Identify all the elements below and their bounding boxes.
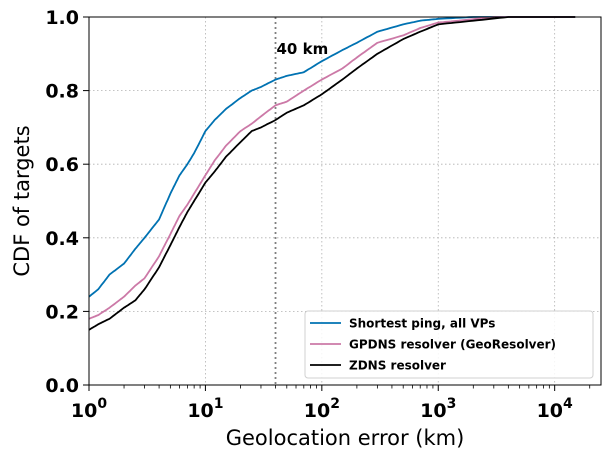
x-tick-base: 10	[537, 400, 563, 422]
x-tick-exponent: 4	[563, 396, 573, 412]
x-tick-label-3: 103	[420, 396, 456, 422]
legend-box	[304, 310, 594, 379]
legend-label-2: ZDNS resolver	[349, 359, 446, 373]
x-tick-label-0: 100	[71, 396, 107, 422]
y-tick-label-4: 0.8	[45, 81, 79, 103]
y-tick-label-2: 0.4	[45, 228, 79, 250]
x-tick-exponent: 1	[214, 396, 224, 412]
y-tick-label-3: 0.6	[45, 154, 79, 176]
annotation-layer: 40 km	[274, 17, 329, 385]
legend-label-1: GPDNS resolver (GeoResolver)	[349, 338, 556, 352]
x-tick-base: 10	[187, 400, 213, 422]
x-tick-exponent: 0	[97, 396, 107, 412]
series-line-1	[88, 16, 576, 320]
x-tick-label-4: 104	[537, 396, 573, 422]
y-axis-title: CDF of targets	[10, 125, 34, 276]
y-tick-label-5: 1.0	[45, 7, 79, 29]
y-tick-label-0: 0.0	[45, 375, 79, 397]
x-tick-base: 10	[71, 400, 97, 422]
legend: Shortest ping, all VPs GPDNS resolver (Ge…	[304, 310, 594, 379]
x-tick-base: 10	[420, 400, 446, 422]
plot-frame	[88, 16, 602, 386]
series-line-2	[88, 16, 576, 331]
legend-label-0: Shortest ping, all VPs	[349, 317, 495, 331]
y-tick-label-1: 0.2	[45, 301, 79, 323]
series-layer	[88, 16, 576, 331]
x-tick-exponent: 2	[330, 396, 340, 412]
x-tick-exponent: 3	[447, 396, 457, 412]
x-tick-label-1: 101	[187, 396, 223, 422]
series-line-0	[88, 16, 576, 298]
x-tick-base: 10	[304, 400, 330, 422]
x-axis-title: Geolocation error (km)	[226, 426, 465, 450]
annotation-label: 40 km	[277, 40, 329, 58]
x-tick-label-2: 102	[304, 396, 340, 422]
